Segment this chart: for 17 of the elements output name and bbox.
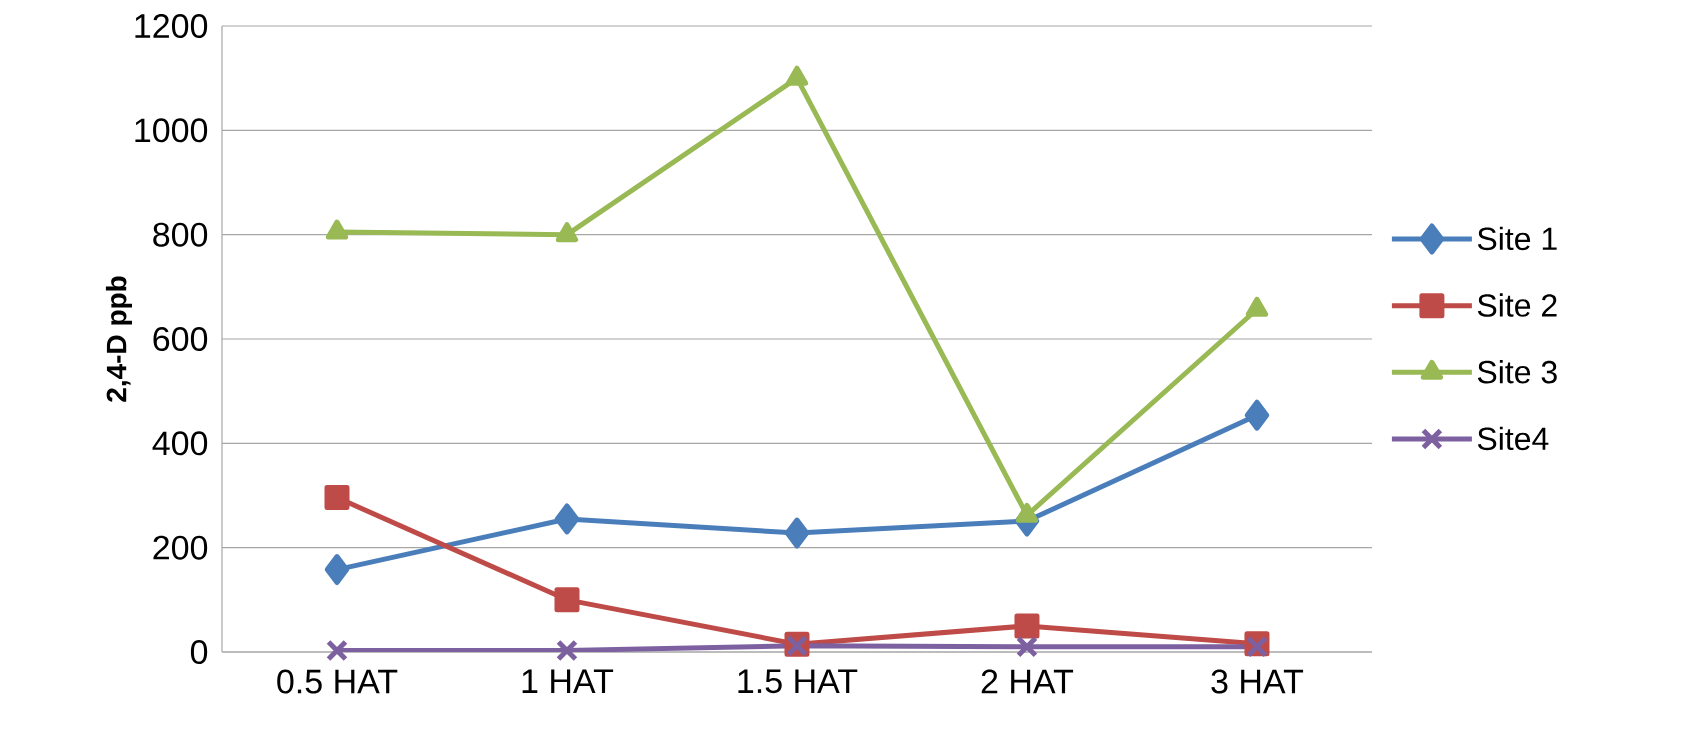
y-tick-label: 0 (190, 639, 208, 665)
legend-label: Site 2 (1477, 293, 1557, 317)
x-tick-label: 1 HAT (522, 669, 614, 693)
legend-label: Site 3 (1477, 359, 1557, 384)
x-tick-label: 3 HAT (1211, 669, 1304, 694)
y-tick-label: 1200 (135, 13, 208, 39)
x-tick-label: 1.5 HAT (738, 669, 858, 694)
y-tick-label: 600 (153, 326, 208, 352)
y-tick-label: 400 (152, 431, 208, 456)
y-tick-label: 1000 (135, 118, 208, 143)
x-tick-label: 0.5 HAT (277, 669, 398, 694)
legend-label: Site 1 (1477, 226, 1557, 251)
y-tick-label: 800 (153, 222, 208, 247)
y-axis-title: 2,4-D ppb (105, 276, 132, 402)
y-tick-label: 200 (153, 535, 208, 560)
legend-label: Site4 (1477, 426, 1549, 451)
x-tick-label: 2 HAT (981, 669, 1074, 694)
